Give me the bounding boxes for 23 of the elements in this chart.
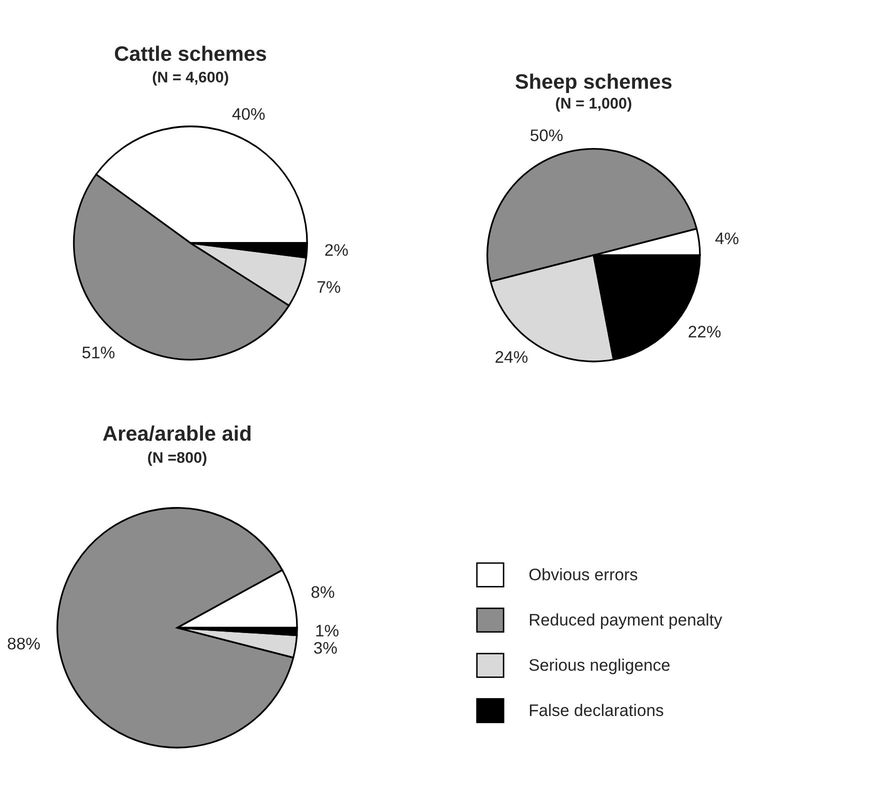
data-label: 24% [496,351,528,363]
legend-label: Obvious errors [529,568,638,580]
data-label: 3% [314,642,337,654]
chart-title: Area/arable aid [103,426,251,442]
legend-label: Reduced payment penalty [530,613,722,629]
data-label: 50% [530,129,563,142]
data-label: 8% [311,586,334,598]
chart-subtitle: (N =800) [148,452,206,466]
pie-slice [56,507,294,748]
data-label: 1% [316,624,338,636]
data-label: 22% [688,326,721,338]
data-label: 40% [232,108,265,120]
legend-label: Serious negligence [529,658,670,674]
chart-title: Cattle schemes [114,46,266,62]
legend-label: False declarations [530,704,664,716]
chart-title: Sheep schemes [515,74,672,94]
data-label: 2% [325,244,348,256]
data-label: 4% [715,232,738,244]
data-label: 51% [82,346,115,358]
chart-subtitle: (N = 1,000) [556,97,632,112]
data-label: 7% [318,281,340,293]
chart-subtitle: (N = 4,600) [152,71,228,86]
data-label: 88% [8,638,40,650]
